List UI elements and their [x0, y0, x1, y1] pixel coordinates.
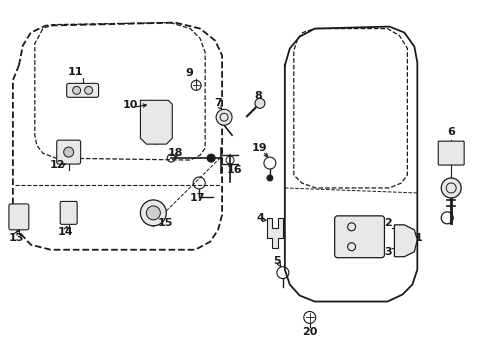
Circle shape	[73, 86, 81, 94]
Circle shape	[63, 147, 74, 157]
Text: 12: 12	[50, 160, 65, 170]
Text: 15: 15	[157, 218, 173, 228]
Polygon shape	[266, 218, 282, 248]
Circle shape	[216, 109, 232, 125]
Polygon shape	[140, 100, 172, 144]
Circle shape	[146, 206, 160, 220]
Circle shape	[440, 178, 460, 198]
Circle shape	[207, 154, 215, 162]
Text: 4: 4	[257, 213, 264, 223]
Text: 10: 10	[122, 100, 138, 110]
FancyBboxPatch shape	[66, 84, 99, 97]
Text: 11: 11	[68, 67, 83, 77]
Text: 18: 18	[167, 148, 183, 158]
Text: 9: 9	[185, 68, 193, 78]
FancyBboxPatch shape	[60, 201, 77, 224]
Circle shape	[266, 175, 272, 181]
FancyBboxPatch shape	[334, 216, 384, 258]
Text: 6: 6	[447, 127, 454, 137]
Text: 16: 16	[226, 165, 242, 175]
Text: 1: 1	[413, 233, 421, 243]
Text: 13: 13	[8, 233, 23, 243]
FancyBboxPatch shape	[57, 140, 81, 164]
Circle shape	[254, 98, 264, 108]
FancyBboxPatch shape	[9, 204, 29, 230]
Text: 19: 19	[252, 143, 267, 153]
Text: 20: 20	[302, 327, 317, 337]
Text: 17: 17	[189, 193, 204, 203]
Text: 8: 8	[254, 91, 261, 101]
Circle shape	[84, 86, 92, 94]
Polygon shape	[394, 225, 416, 257]
Text: 2: 2	[384, 218, 391, 228]
Circle shape	[140, 200, 166, 226]
FancyBboxPatch shape	[437, 141, 463, 165]
Text: 7: 7	[214, 98, 222, 108]
Text: 14: 14	[58, 227, 73, 237]
Text: 3: 3	[384, 247, 391, 257]
Text: 5: 5	[272, 256, 280, 266]
